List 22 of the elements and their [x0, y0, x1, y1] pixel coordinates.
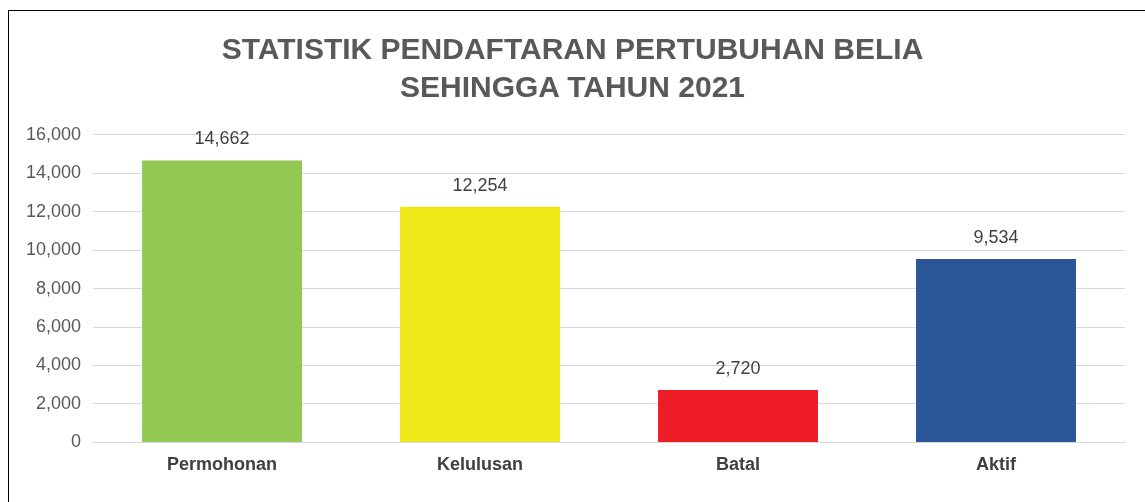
y-tick-label: 10,000 [25, 239, 82, 260]
data-label: 12,254 [452, 174, 508, 195]
bar [400, 206, 561, 442]
y-tick-label: 12,000 [25, 200, 82, 221]
y-tick-label: 8,000 [36, 277, 82, 298]
y-tick-label: 6,000 [36, 316, 82, 337]
data-label: 9,534 [973, 227, 1019, 248]
y-tick-label: 4,000 [36, 354, 82, 375]
x-tick-label: Kelulusan [437, 454, 524, 475]
chart-title: STATISTIK PENDAFTARAN PERTUBUHAN BELIA SEHINGGA TAHUN 2021 [220, 31, 925, 105]
y-tick-label: 0 [71, 431, 82, 452]
data-label: 14,662 [194, 128, 250, 149]
x-tick-label: Batal [716, 454, 761, 475]
x-tick-label: Aktif [976, 454, 1018, 475]
x-tick-label: Permohonan [167, 454, 278, 475]
y-tick-label: 14,000 [25, 162, 82, 183]
bar [142, 160, 303, 442]
y-tick-label: 2,000 [36, 392, 82, 413]
data-label: 2,720 [715, 358, 761, 379]
y-tick-label: 16,000 [25, 123, 82, 144]
bar [916, 259, 1076, 442]
bar [658, 390, 818, 442]
